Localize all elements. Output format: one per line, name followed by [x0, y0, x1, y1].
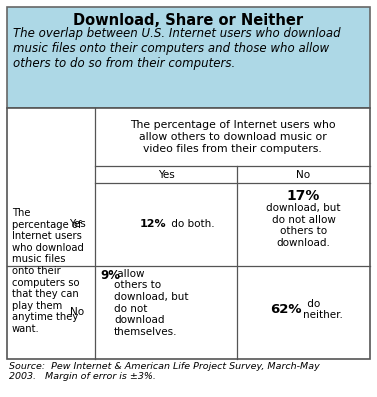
Text: do
neither.: do neither.: [303, 299, 343, 320]
Text: The overlap between U.S. Internet users who download
music files onto their comp: The overlap between U.S. Internet users …: [13, 27, 341, 70]
Text: 9%: 9%: [100, 269, 120, 282]
Text: Yes: Yes: [69, 220, 85, 229]
Text: Download, Share or Neither: Download, Share or Neither: [74, 13, 303, 28]
Text: allow
others to
download, but
do not
download
themselves.: allow others to download, but do not dow…: [114, 269, 188, 337]
Text: Source:  Pew Internet & American Life Project Survey, March-May
2003.   Margin o: Source: Pew Internet & American Life Pro…: [9, 362, 320, 382]
Text: 62%: 62%: [270, 303, 302, 316]
Text: do both.: do both.: [168, 220, 215, 229]
Text: 12%: 12%: [139, 220, 166, 229]
Text: The percentage of Internet users who
allow others to download music or
video fil: The percentage of Internet users who all…: [130, 120, 335, 154]
Text: 17%: 17%: [287, 189, 320, 203]
Bar: [7, 7, 370, 108]
Text: download, but
do not allow
others to
download.: download, but do not allow others to dow…: [266, 203, 341, 248]
Text: No: No: [70, 307, 84, 317]
Text: No: No: [296, 170, 311, 179]
Bar: [7, 108, 370, 359]
Text: The
percentage of
Internet users
who download
music files
onto their
computers s: The percentage of Internet users who dow…: [12, 208, 84, 334]
Text: Yes: Yes: [158, 170, 175, 179]
